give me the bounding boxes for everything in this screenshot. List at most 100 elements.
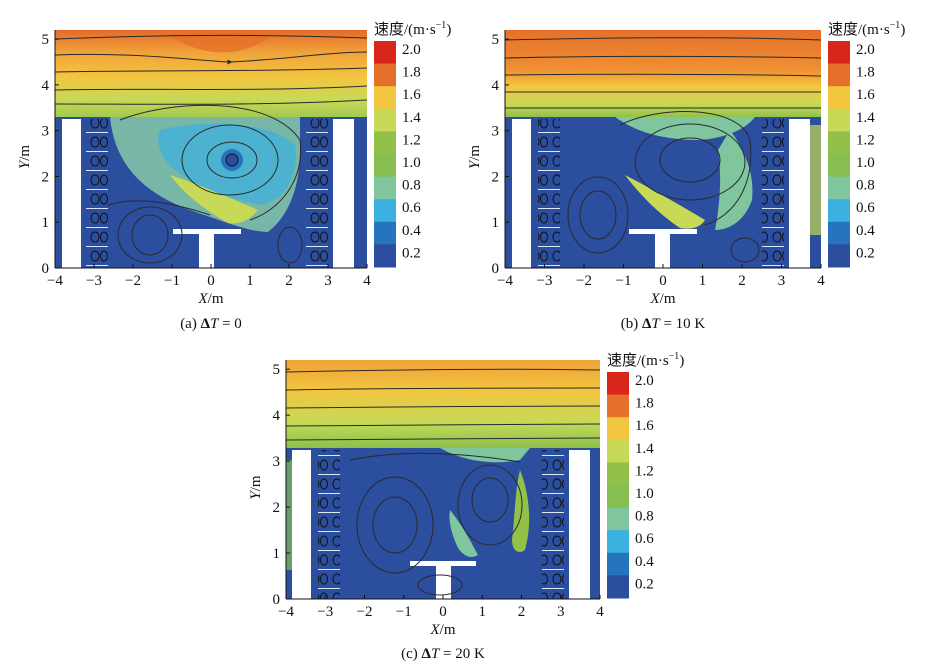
panel-c-legend-title: 速度/(m·s−1) — [607, 351, 684, 369]
panel-a-x-tick-label: 0 — [207, 273, 215, 289]
panel-b-right-building — [789, 119, 810, 268]
panel-c-x-tick-label: 2 — [518, 604, 526, 620]
panel-a-x-tick-label: −1 — [164, 273, 180, 289]
panel-b-legend-tick: 0.2 — [856, 245, 875, 261]
panel-b-x-tick-label: −3 — [537, 273, 553, 289]
panel-a-legend-tick: 1.8 — [402, 65, 421, 81]
panel-c-t-structure — [410, 561, 476, 599]
panel-a-right-grid — [306, 119, 328, 268]
panel-c-legend-tick: 0.4 — [635, 554, 654, 570]
panel-c-y-tick-label: 0 — [273, 592, 281, 608]
panel-a-legend-tick: 0.4 — [402, 223, 421, 239]
panel-b-y-tick-label: 1 — [492, 215, 500, 231]
panel-c-y-tick-label: 3 — [273, 454, 281, 470]
panel-a-legend-swatch — [374, 131, 396, 155]
panel-b-legend-swatch — [828, 244, 850, 268]
panel-a-y-tick-label: 5 — [42, 32, 50, 48]
panel-a-y-tick-label: 1 — [42, 215, 50, 231]
panel-b-legend-tick: 1.0 — [856, 155, 875, 171]
panel-c-x-tick-label: 0 — [439, 604, 447, 620]
panel-a-legend-tick: 2.0 — [402, 42, 421, 58]
panel-a-x-tick-label: 2 — [285, 273, 293, 289]
panel-c-legend-swatch — [607, 417, 629, 441]
panel-c-axes: −4 −3 −2 −1 0 1 2 3 4 0 1 2 3 4 5 X/m Y/m — [248, 360, 604, 638]
panel-a-x-tick-label: −2 — [125, 273, 141, 289]
panel-c-x-tick-label: −3 — [317, 604, 333, 620]
panel-a-caption: (a) ΔT = 0 — [180, 316, 242, 332]
panel-b-legend-swatch — [828, 176, 850, 200]
panel-a-right-building — [333, 119, 354, 268]
panel-b-caption: (b) ΔT = 10 K — [621, 316, 706, 332]
panel-a-y-tick-label: 4 — [42, 78, 50, 94]
panel-b-legend-tick: 1.8 — [856, 65, 875, 81]
panel-c-legend-tick: 0.8 — [635, 509, 654, 525]
panel-b-legend-tick: 1.4 — [856, 110, 875, 126]
panel-a-x-label: X/m — [197, 291, 223, 307]
panel-a-y-label: Y/m — [17, 145, 33, 170]
panel-c-x-tick-label: 3 — [557, 604, 565, 620]
panel-a-left-building — [62, 119, 81, 268]
panel-b-t-structure — [629, 229, 697, 268]
panel-b-legend: 速度/(m·s−1) 2.0 1.8 1.6 1.4 1.2 1.0 0.8 0.6 0.4 0.2 — [828, 20, 905, 268]
panel-b-y-tick-label: 2 — [492, 169, 500, 185]
panel-b-legend-tick: 2.0 — [856, 42, 875, 58]
panel-a-legend: 速度/(m·s−1) 2.0 1.8 1.6 1.4 1.2 1.0 0.8 0.6 0.4 0.2 — [374, 20, 451, 268]
panel-a-y-tick-label: 3 — [42, 124, 50, 140]
panel-c-upper-flow — [286, 360, 600, 448]
panel-c-x-label: X/m — [429, 622, 455, 638]
panel-c-x-tick-label: −4 — [278, 604, 294, 620]
panel-a-legend-tick: 0.6 — [402, 200, 421, 216]
panel-c-legend-swatch — [607, 485, 629, 509]
panel-b-left-building — [512, 119, 531, 268]
panel-b-right-grid — [762, 119, 784, 268]
panel-b-left-grid — [538, 119, 560, 268]
panel-a-legend-tick: 1.4 — [402, 110, 421, 126]
panel-c-legend-tick: 0.6 — [635, 531, 654, 547]
panel-a-legend-title: 速度/(m·s−1) — [374, 20, 451, 38]
panel-c-x-tick-label: 4 — [596, 604, 604, 620]
panel-b-x-label: X/m — [649, 291, 675, 307]
figure-annotations: −4 −3 −2 −1 0 1 2 3 4 0 1 2 3 4 5 X/m Y/m 速度/(m·s−1) 2.0 1.… — [17, 20, 905, 662]
panel-b-legend-tick: 0.4 — [856, 223, 875, 239]
panel-c-legend-swatch — [607, 439, 629, 463]
panel-b-y-tick-label: 4 — [492, 78, 500, 94]
panel-c-y-tick-label: 2 — [273, 500, 281, 516]
panel-c-left-grid — [318, 450, 340, 599]
panel-c-x-tick-label: −1 — [396, 604, 412, 620]
panel-b-legend-swatch — [828, 199, 850, 223]
panel-b-legend-swatch — [828, 108, 850, 132]
panel-a-legend-swatch — [374, 244, 396, 268]
panel-b-legend-swatch — [828, 221, 850, 245]
panel-c-legend-swatch — [607, 575, 629, 599]
panel-b-legend-swatch — [828, 86, 850, 110]
panel-b-x-tick-label: −2 — [576, 273, 592, 289]
panel-c-x-tick-label: 1 — [479, 604, 487, 620]
panel-a-streamlines — [54, 34, 368, 264]
panel-b-legend-tick: 1.2 — [856, 132, 875, 148]
panel-c-legend-tick: 1.8 — [635, 396, 654, 412]
panel-c-legend-swatch — [607, 372, 629, 396]
panel-a-legend-swatch — [374, 154, 396, 178]
panel-a-legend-tick: 0.2 — [402, 245, 421, 261]
panel-a-legend-tick: 1.0 — [402, 155, 421, 171]
panel-b-x-tick-label: 0 — [659, 273, 667, 289]
panel-c-y-tick-label: 1 — [273, 546, 281, 562]
panel-a-legend-swatch — [374, 108, 396, 132]
panel-c-y-label: Y/m — [248, 475, 264, 500]
panel-a-legend-swatch — [374, 199, 396, 223]
panel-c-x-tick-label: −2 — [357, 604, 373, 620]
panel-c-legend-tick: 1.6 — [635, 418, 654, 434]
panel-b-legend-swatch — [828, 63, 850, 87]
panel-c-legend-tick: 1.2 — [635, 463, 654, 479]
panel-a-axes: −4 −3 −2 −1 0 1 2 3 4 0 1 2 3 4 5 X/m Y/m — [17, 30, 371, 307]
panel-b-legend-swatch — [828, 131, 850, 155]
panel-a-legend-swatch — [374, 86, 396, 110]
panel-c-streamlines — [285, 368, 601, 596]
panel-b-legend-swatch — [828, 154, 850, 178]
panel-a-x-tick-label: 4 — [363, 273, 371, 289]
panel-c-legend-swatch — [607, 530, 629, 554]
panel-b-x-tick-label: −1 — [616, 273, 632, 289]
panel-b-y-tick-label: 5 — [492, 32, 500, 48]
panel-b-upper-flow — [505, 30, 821, 117]
